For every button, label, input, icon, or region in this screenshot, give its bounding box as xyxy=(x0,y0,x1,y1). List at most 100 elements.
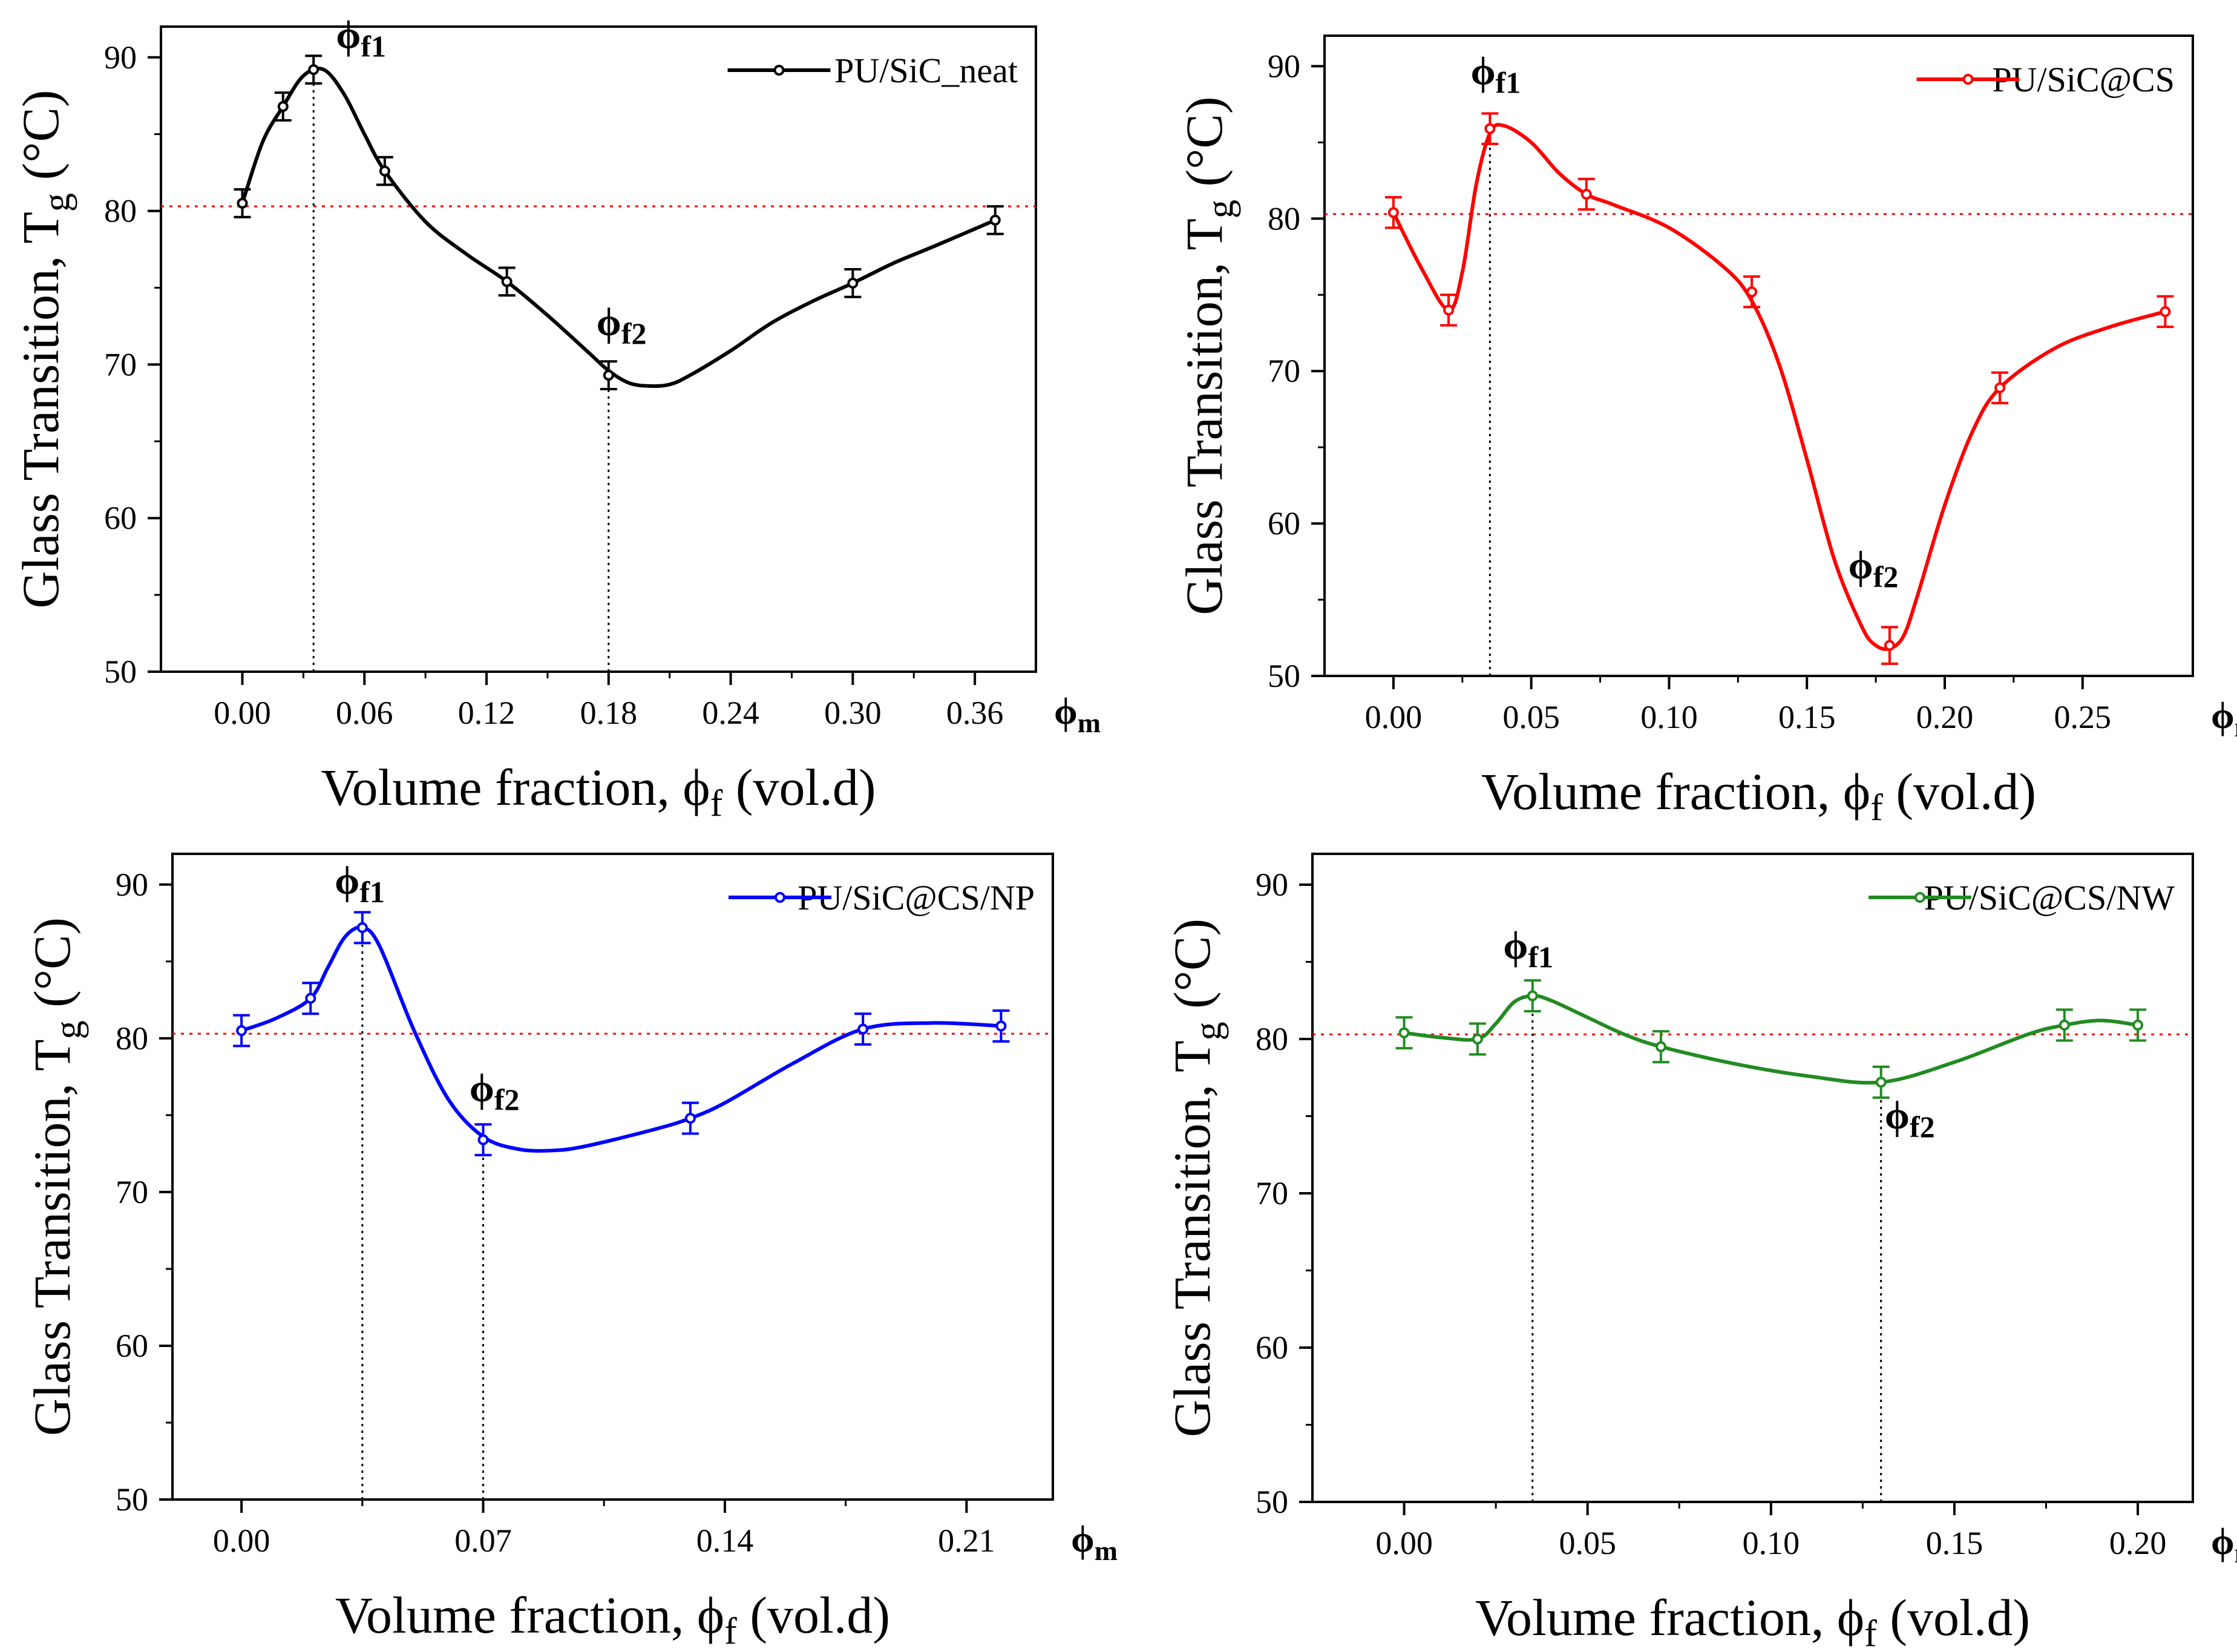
data-point xyxy=(1994,382,2006,393)
data-point xyxy=(989,214,1001,226)
phi-m-subscript: m xyxy=(2235,712,2237,742)
x-tick-label: 0.20 xyxy=(2109,1525,2167,1561)
x-axis-title: Volume fraction, ϕf (vol.d) xyxy=(1475,1588,2030,1652)
phi-m-label: ϕm xyxy=(2211,695,2237,742)
x-axis-title-symbol: ϕ xyxy=(683,758,710,816)
y-axis-title: Glass Transition, Tg (°C) xyxy=(1175,96,1241,615)
x-axis-title-main: Volume fraction, xyxy=(321,758,683,816)
x-axis-title-symbol: ϕ xyxy=(697,1586,724,1644)
phi-annotation-sub: f1 xyxy=(361,30,386,64)
phi-m-label: ϕm xyxy=(1071,1519,1118,1566)
x-axis-title: Volume fraction, ϕf (vol.d) xyxy=(1481,762,2036,828)
y-axis-title: Glass Transition, Tg (°C) xyxy=(1163,919,1229,1437)
phi-annotation: ϕf1 xyxy=(336,13,386,64)
y-tick-label: 90 xyxy=(116,867,148,903)
y-tick-label: 90 xyxy=(1268,48,1300,84)
data-point xyxy=(2160,306,2171,317)
phi-annotation-sub: f2 xyxy=(621,316,647,350)
x-tick-label: 0.25 xyxy=(2054,699,2112,735)
x-tick-label: 0.12 xyxy=(458,695,516,731)
data-point xyxy=(2132,1020,2144,1031)
phi-annotation-sub: f2 xyxy=(1873,560,1899,594)
data-point xyxy=(501,276,513,287)
x-tick-label: 0.30 xyxy=(824,695,882,731)
data-point xyxy=(1746,286,1758,298)
phi-annotation: ϕf2 xyxy=(1885,1093,1935,1144)
x-tick-label: 0.05 xyxy=(1559,1525,1616,1561)
y-axis-title-sub: g xyxy=(36,193,77,212)
phi-m-symbol: ϕ xyxy=(2211,695,2235,736)
x-tick-label: 0.00 xyxy=(214,695,271,731)
data-point xyxy=(1387,207,1399,218)
y-tick-label: 60 xyxy=(104,500,137,536)
x-tick-label: 0.00 xyxy=(1365,699,1423,735)
x-tick-label: 0.24 xyxy=(702,695,759,731)
phi-annotation: ϕf2 xyxy=(1849,543,1899,594)
x-tick-label: 0.15 xyxy=(1778,699,1836,735)
x-axis-title: Volume fraction, ϕf (vol.d) xyxy=(321,758,876,824)
data-point xyxy=(379,165,390,177)
data-point xyxy=(857,1023,869,1035)
legend-marker xyxy=(775,892,785,903)
x-axis-title-main: Volume fraction, xyxy=(1475,1588,1837,1647)
x-tick-label: 0.07 xyxy=(454,1523,512,1559)
legend-label: PU/SiC@CS/NP xyxy=(798,878,1035,917)
y-tick-label: 70 xyxy=(116,1174,148,1210)
y-tick-label: 70 xyxy=(1268,353,1300,389)
data-point xyxy=(995,1020,1007,1032)
data-point xyxy=(1484,123,1496,134)
plot-frame xyxy=(171,853,1054,1501)
y-axis-title-main: Glass Transition, T xyxy=(11,212,70,609)
phi-m-subscript: m xyxy=(1078,707,1101,738)
legend-marker xyxy=(773,65,785,76)
phi-annotation: ϕf1 xyxy=(1503,923,1553,974)
phi-annotation: ϕf2 xyxy=(470,1066,520,1116)
data-point xyxy=(1655,1041,1666,1052)
data-point xyxy=(2058,1020,2070,1031)
phi-annotation-symbol: ϕ xyxy=(597,300,621,344)
x-axis-title-tail: (vol.d) xyxy=(737,1586,890,1644)
y-tick-label: 70 xyxy=(104,346,137,382)
y-axis-title-sub: g xyxy=(1188,1022,1229,1041)
phi-m-subscript: m xyxy=(2235,1538,2237,1568)
y-axis-title-main: Glass Transition, T xyxy=(1163,1041,1221,1438)
phi-annotation-sub: f1 xyxy=(1496,66,1521,100)
x-axis-title-tail: (vol.d) xyxy=(722,758,876,816)
y-tick-label: 50 xyxy=(104,654,137,690)
x-axis-title-sub: f xyxy=(1864,1613,1877,1652)
data-point xyxy=(684,1112,696,1124)
x-axis-title-sub: f xyxy=(710,783,723,824)
phi-annotation-sub: f2 xyxy=(1910,1110,1935,1144)
plot-frame xyxy=(1323,34,2194,677)
series-line xyxy=(241,925,1001,1153)
phi-annotation-symbol: ϕ xyxy=(1503,923,1528,968)
y-axis-title-main: Glass Transition, T xyxy=(1175,218,1233,615)
y-tick-label: 50 xyxy=(116,1481,148,1518)
legend-label: PU/SiC@CS xyxy=(1992,60,2175,99)
data-point xyxy=(603,370,614,381)
y-tick-label: 90 xyxy=(1256,867,1288,903)
phi-m-symbol: ϕ xyxy=(1054,691,1078,732)
phi-m-label: ϕm xyxy=(2211,1521,2237,1568)
data-point xyxy=(1875,1077,1887,1088)
y-axis-title-sub: g xyxy=(1200,200,1241,218)
series-line xyxy=(1404,994,2138,1085)
phi-m-subscript: m xyxy=(1095,1535,1118,1566)
plot-frame xyxy=(160,25,1037,673)
phi-annotation-symbol: ϕ xyxy=(1885,1093,1910,1138)
data-point xyxy=(236,1025,247,1037)
data-point xyxy=(1527,990,1538,1001)
data-point xyxy=(308,64,319,76)
y-axis-title-tail: (°C) xyxy=(1175,96,1233,200)
legend-label: PU/SiC_neat xyxy=(834,51,1018,90)
data-point xyxy=(305,992,316,1004)
y-axis-title-tail: (°C) xyxy=(11,90,70,193)
x-axis-title-main: Volume fraction, xyxy=(1481,762,1843,821)
x-axis-title: Volume fraction, ϕf (vol.d) xyxy=(335,1586,890,1652)
x-tick-label: 0.36 xyxy=(946,695,1004,731)
x-tick-label: 0.20 xyxy=(1916,699,1974,735)
